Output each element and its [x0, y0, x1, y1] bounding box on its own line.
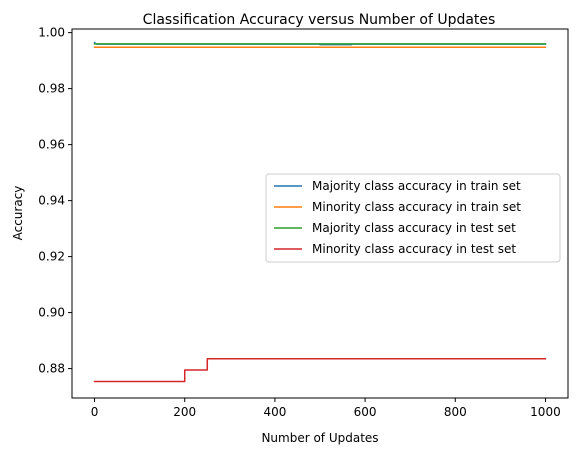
y-tick-label: 0.92 — [38, 250, 65, 264]
legend-label: Majority class accuracy in test set — [312, 221, 516, 235]
x-tick-label: 800 — [444, 405, 467, 419]
y-axis-ticks: 0.88 0.90 0.92 0.94 0.96 0.98 1.00 — [38, 26, 72, 376]
y-tick-label: 0.96 — [38, 138, 65, 152]
chart-title: Classification Accuracy versus Number of… — [143, 12, 496, 28]
y-tick-label: 0.94 — [38, 194, 65, 208]
x-axis-label: Number of Updates — [261, 431, 378, 445]
x-tick-label: 0 — [91, 405, 99, 419]
y-tick-label: 0.98 — [38, 82, 65, 96]
y-tick-label: 0.90 — [38, 306, 65, 320]
legend-label: Minority class accuracy in test set — [312, 242, 516, 256]
legend-box — [265, 173, 561, 263]
x-axis-ticks: 0 200 400 600 800 1000 — [91, 398, 561, 419]
y-tick-label: 1.00 — [38, 26, 65, 40]
legend-label: Majority class accuracy in train set — [312, 179, 521, 193]
x-tick-label: 1000 — [530, 405, 561, 419]
x-tick-label: 600 — [354, 405, 377, 419]
plot-lines — [93, 41, 547, 383]
x-tick-label: 200 — [173, 405, 196, 419]
legend: Majority class accuracy in train set Mino… — [265, 173, 561, 263]
x-tick-label: 400 — [263, 405, 286, 419]
series-line-4 — [93, 358, 547, 383]
legend-label: Minority class accuracy in train set — [312, 200, 521, 214]
y-axis-label: Accuracy — [11, 186, 25, 241]
y-tick-label: 0.88 — [38, 362, 65, 376]
plot-frame — [71, 28, 569, 399]
